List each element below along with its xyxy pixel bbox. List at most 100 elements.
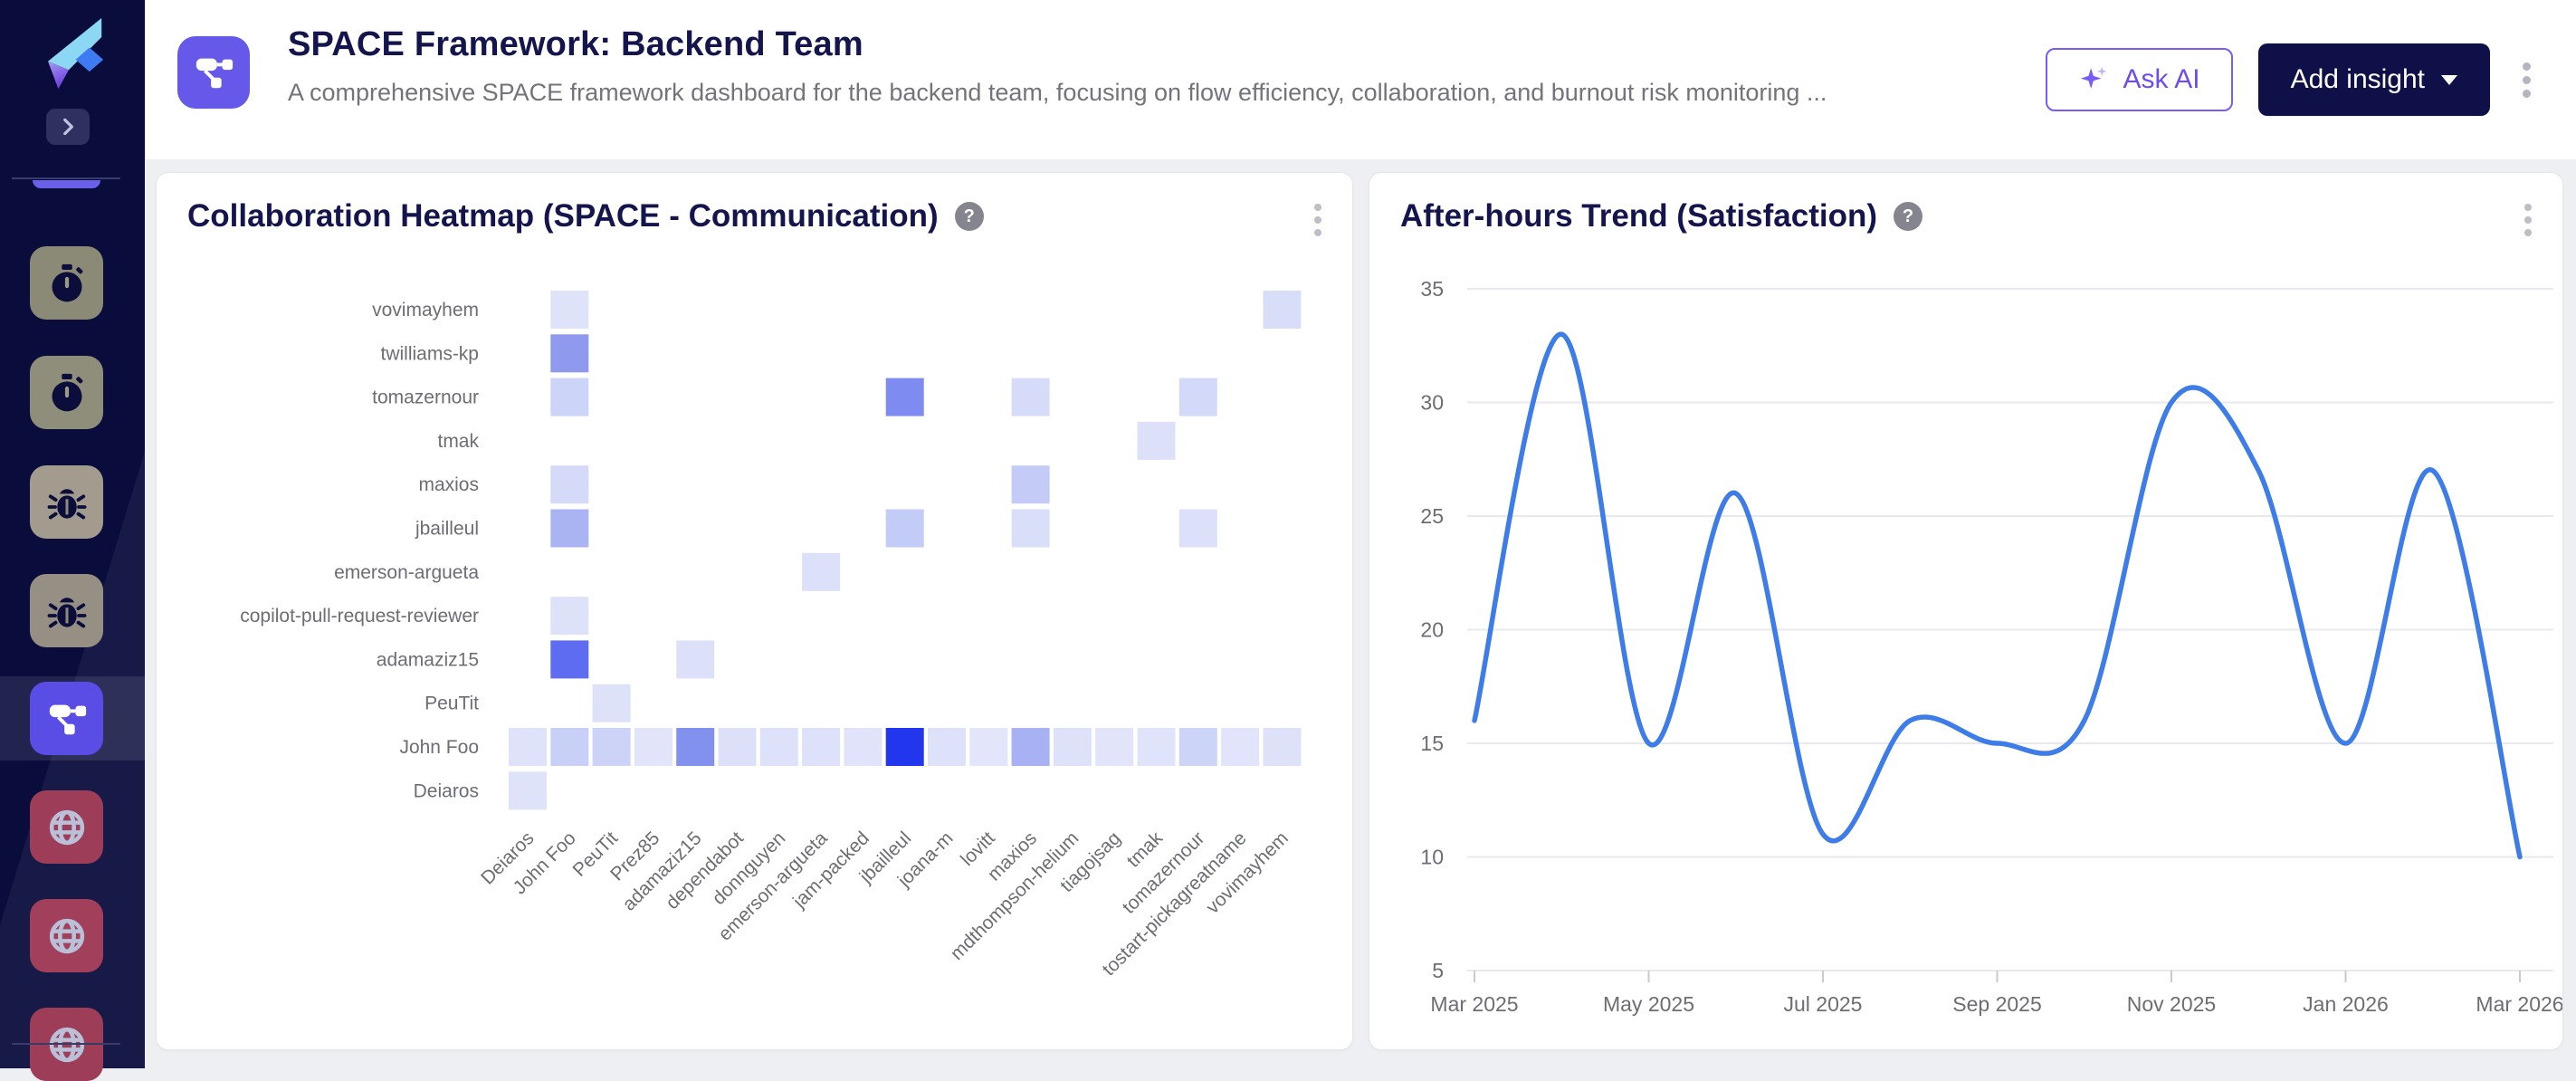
x-axis-tick-label: Nov 2025: [2127, 992, 2216, 1016]
y-axis-tick-label: 15: [1420, 732, 1444, 755]
heatmap-cell[interactable]: [885, 728, 924, 766]
header-overflow-menu-button[interactable]: [2515, 55, 2538, 105]
heatmap-cell[interactable]: [592, 728, 631, 766]
heatmap-cell[interactable]: [1011, 509, 1050, 548]
dashboard-icon-tile: [177, 36, 250, 109]
trend-line: [1472, 331, 2523, 860]
y-axis-tick-label: 5: [1432, 959, 1444, 982]
sidebar-item-stopwatch[interactable]: [30, 246, 103, 320]
heatmap-cell[interactable]: [550, 378, 589, 416]
heatmap-cell[interactable]: [676, 728, 715, 766]
heatmap-cell[interactable]: [550, 465, 589, 504]
heatmap-cell[interactable]: [1178, 728, 1217, 766]
heatmap-y-label: Deiaros: [414, 780, 479, 801]
heatmap-y-label: John Foo: [399, 737, 479, 758]
y-axis-tick-label: 20: [1420, 618, 1444, 642]
sparkle-icon: [2080, 66, 2106, 89]
heatmap-cell[interactable]: [969, 728, 1008, 766]
sidebar-item-globe[interactable]: [30, 790, 103, 864]
heatmap-cell[interactable]: [1263, 291, 1302, 329]
heatmap-card-menu-button[interactable]: [1307, 196, 1329, 244]
header-text-block: SPACE Framework: Backend Team A comprehe…: [288, 25, 1827, 107]
kebab-dot: [1314, 229, 1321, 236]
collaboration-heatmap-plot[interactable]: vovimayhem twilliams-kp tomazernour tmak max…: [157, 173, 1352, 1049]
heatmap-cell[interactable]: [550, 728, 589, 766]
y-axis-tick-label: 35: [1420, 277, 1444, 301]
sidebar-item-bug[interactable]: [30, 465, 103, 539]
stopwatch-icon: [52, 373, 82, 411]
kebab-dot: [2523, 75, 2531, 84]
heatmap-y-label: vovimayhem: [372, 300, 479, 320]
y-axis-tick-label: 25: [1420, 504, 1444, 528]
stopwatch-icon: [52, 263, 82, 301]
heatmap-cell[interactable]: [1178, 509, 1217, 548]
heatmap-cell[interactable]: [802, 552, 841, 591]
add-insight-button[interactable]: Add insight: [2257, 43, 2490, 116]
heatmap-cell[interactable]: [1053, 728, 1092, 766]
heatmap-cell[interactable]: [592, 684, 631, 722]
ask-ai-label: Ask AI: [2123, 64, 2200, 94]
sidebar-divider-bottom: [12, 1043, 120, 1045]
heatmap-y-label: PeuTit: [425, 694, 479, 714]
heatmap-cell[interactable]: [634, 728, 673, 766]
kebab-dot: [2524, 204, 2532, 211]
heatmap-cell[interactable]: [844, 728, 883, 766]
sidebar-item-bug[interactable]: [30, 574, 103, 647]
sidebar: [0, 0, 145, 1081]
heatmap-cell[interactable]: [1263, 728, 1302, 766]
heatmap-cell[interactable]: [1137, 728, 1176, 766]
bug-icon: [47, 488, 86, 519]
kebab-dot: [2523, 89, 2531, 98]
heatmap-cell[interactable]: [1137, 421, 1176, 460]
after-hours-trend-plot[interactable]: 5 10 15 20 25 30 35 Mar 2025 May 2025 Jul 2025 Sep…: [1369, 173, 2562, 1049]
heatmap-cell[interactable]: [759, 728, 798, 766]
sidebar-item-sitemap-selected[interactable]: [30, 682, 103, 755]
heatmap-cell[interactable]: [1178, 378, 1217, 416]
sidebar-expand-button[interactable]: [46, 109, 90, 145]
bug-icon: [47, 597, 86, 627]
kebab-dot: [1314, 204, 1321, 211]
heatmap-cell[interactable]: [1011, 378, 1050, 416]
sidebar-item-stopwatch[interactable]: [30, 356, 103, 429]
heatmap-cell[interactable]: [928, 728, 966, 766]
chevron-right-icon: [63, 118, 73, 136]
heatmap-cell[interactable]: [1221, 728, 1260, 766]
heatmap-cell[interactable]: [885, 509, 924, 548]
page-subtitle: A comprehensive SPACE framework dashboar…: [288, 79, 1827, 106]
heatmap-cell[interactable]: [550, 509, 589, 548]
header-actions: Ask AI Add insight: [2045, 0, 2538, 159]
help-icon[interactable]: ?: [954, 202, 984, 231]
trend-card: After-hours Trend (Satisfaction) ? 5 10 15…: [1369, 172, 2563, 1050]
heatmap-cell[interactable]: [802, 728, 841, 766]
heatmap-cell[interactable]: [676, 640, 715, 679]
heatmap-cell[interactable]: [550, 597, 589, 636]
heatmap-cell[interactable]: [885, 378, 924, 416]
trend-card-title-row: After-hours Trend (Satisfaction) ?: [1400, 198, 1922, 234]
caret-down-icon: [2441, 74, 2457, 85]
app-logo-icon: [48, 18, 104, 90]
trend-card-menu-button[interactable]: [2517, 196, 2539, 244]
help-icon[interactable]: ?: [1893, 202, 1922, 231]
x-axis-tick-label: Sep 2025: [1952, 992, 2041, 1016]
heatmap-y-label: twilliams-kp: [380, 343, 479, 364]
x-axis-tick-label: Jan 2026: [2303, 992, 2389, 1016]
heatmap-cell[interactable]: [550, 291, 589, 329]
app-logo[interactable]: [25, 18, 109, 94]
x-axis-tick-label: Jul 2025: [1784, 992, 1863, 1016]
heatmap-cell[interactable]: [1095, 728, 1134, 766]
heatmap-cell[interactable]: [718, 728, 757, 766]
sidebar-item-globe[interactable]: [30, 899, 103, 972]
heatmap-cell[interactable]: [1011, 465, 1050, 504]
heatmap-cell[interactable]: [550, 640, 589, 679]
heatmap-cell[interactable]: [509, 771, 547, 810]
heatmap-cell[interactable]: [550, 334, 589, 373]
heatmap-y-label: tmak: [437, 431, 479, 452]
ask-ai-button[interactable]: Ask AI: [2045, 48, 2233, 111]
page-header: SPACE Framework: Backend Team A comprehe…: [145, 0, 2576, 159]
heatmap-y-label: copilot-pull-request-reviewer: [240, 606, 479, 627]
kebab-dot: [2524, 229, 2532, 236]
y-axis-tick-label: 30: [1420, 391, 1444, 415]
heatmap-cell[interactable]: [1011, 728, 1050, 766]
heatmap-card-title: Collaboration Heatmap (SPACE - Communica…: [187, 198, 939, 234]
heatmap-cell[interactable]: [509, 728, 547, 766]
